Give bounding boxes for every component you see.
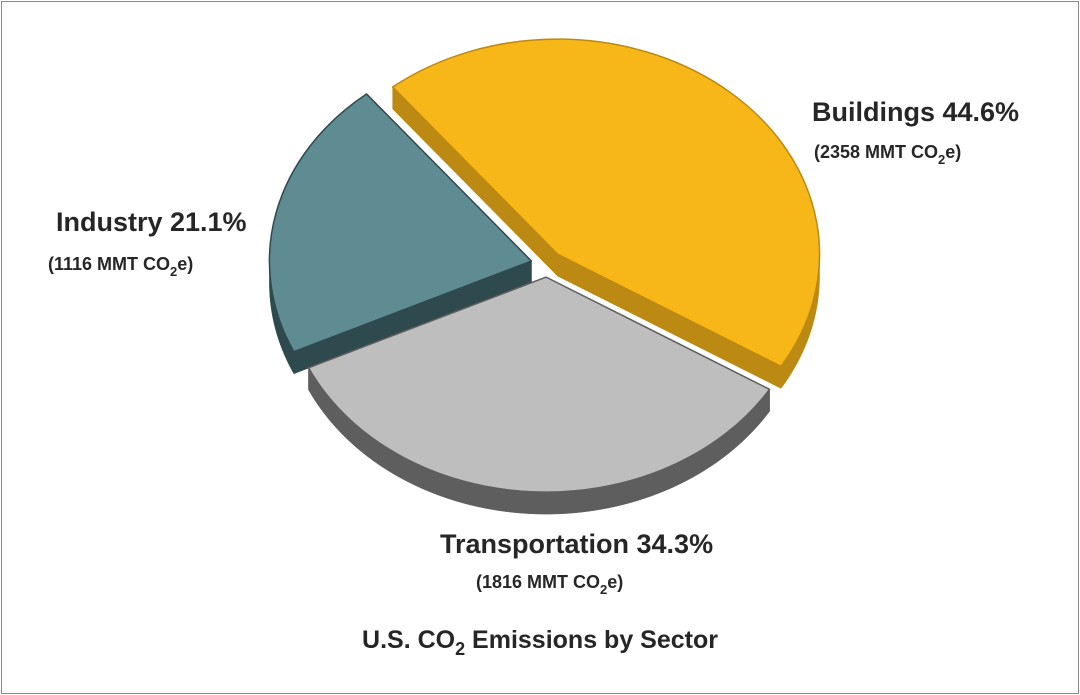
slice-buildings [391,38,821,368]
label-transportation: Transportation 34.3% [440,529,713,559]
label-buildings: Buildings 44.6% [812,97,1019,127]
slice-industry [268,93,533,353]
slice-transportation [307,276,771,493]
value-label-industry: (1116 MMT CO2e) [48,254,193,279]
pie-slices [268,38,821,515]
value-label-buildings: (2358 MMT CO2e) [814,142,961,167]
chart-title: U.S. CO2 Emissions by Sector [362,626,718,659]
value-label-transportation: (1816 MMT CO2e) [476,572,623,597]
label-industry: Industry 21.1% [56,207,247,237]
